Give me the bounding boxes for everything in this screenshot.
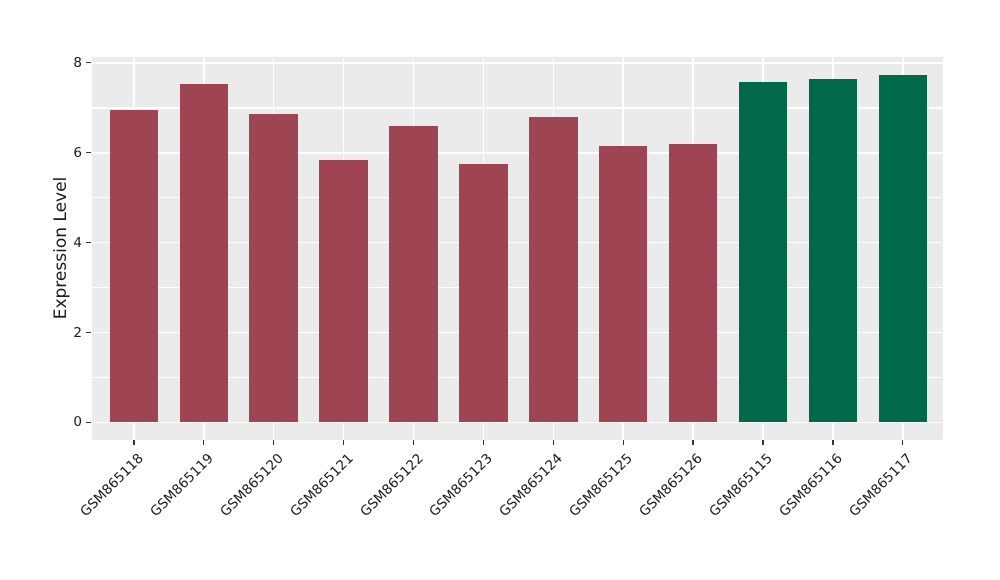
- x-tick-mark: [273, 440, 275, 445]
- horizontal-gridline: [92, 241, 943, 244]
- bar-GSM865116: [808, 79, 858, 423]
- y-tick-mark: [86, 152, 91, 154]
- y-tick-label: 6: [73, 144, 82, 161]
- bar-GSM865120: [249, 114, 298, 423]
- y-tick-mark: [86, 331, 91, 334]
- bar-GSM865117: [878, 74, 928, 423]
- bar-GSM865125: [598, 146, 648, 423]
- bar-GSM865118: [109, 109, 159, 423]
- horizontal-gridline: [92, 286, 943, 289]
- x-tick-mark: [832, 440, 834, 445]
- bar-GSM865121: [319, 160, 368, 423]
- bar-GSM865126: [668, 143, 718, 423]
- x-tick-mark: [203, 440, 205, 445]
- x-tick-mark: [482, 440, 485, 445]
- bar-GSM865115: [738, 81, 788, 423]
- x-tick-mark: [902, 440, 904, 445]
- x-tick-label-GSM865118: GSM865118: [77, 450, 147, 520]
- y-tick-label: 4: [73, 234, 82, 251]
- x-tick-mark: [133, 440, 135, 445]
- bar-GSM865122: [389, 126, 438, 423]
- horizontal-gridline: [92, 152, 943, 154]
- y-tick-mark: [86, 421, 91, 424]
- horizontal-gridline: [92, 107, 943, 109]
- y-tick-mark: [86, 242, 91, 244]
- bar-GSM865123: [459, 163, 508, 423]
- horizontal-gridline: [92, 196, 943, 199]
- bar-GSM865124: [529, 117, 578, 423]
- y-tick-mark: [86, 62, 91, 64]
- horizontal-gridline: [92, 331, 943, 334]
- x-tick-mark: [692, 440, 694, 445]
- horizontal-gridline: [92, 421, 943, 424]
- x-tick-mark: [552, 440, 554, 445]
- horizontal-gridline: [92, 62, 943, 64]
- y-tick-label: 2: [73, 324, 82, 341]
- x-tick-mark: [762, 440, 764, 445]
- y-tick-label: 8: [73, 54, 82, 71]
- plot-panel: [92, 57, 943, 440]
- bar-GSM865119: [179, 83, 229, 423]
- x-tick-mark: [342, 440, 345, 445]
- horizontal-gridline: [92, 376, 943, 379]
- x-tick-mark: [412, 440, 415, 445]
- y-tick-label: 0: [73, 414, 82, 431]
- x-tick-mark: [622, 440, 624, 445]
